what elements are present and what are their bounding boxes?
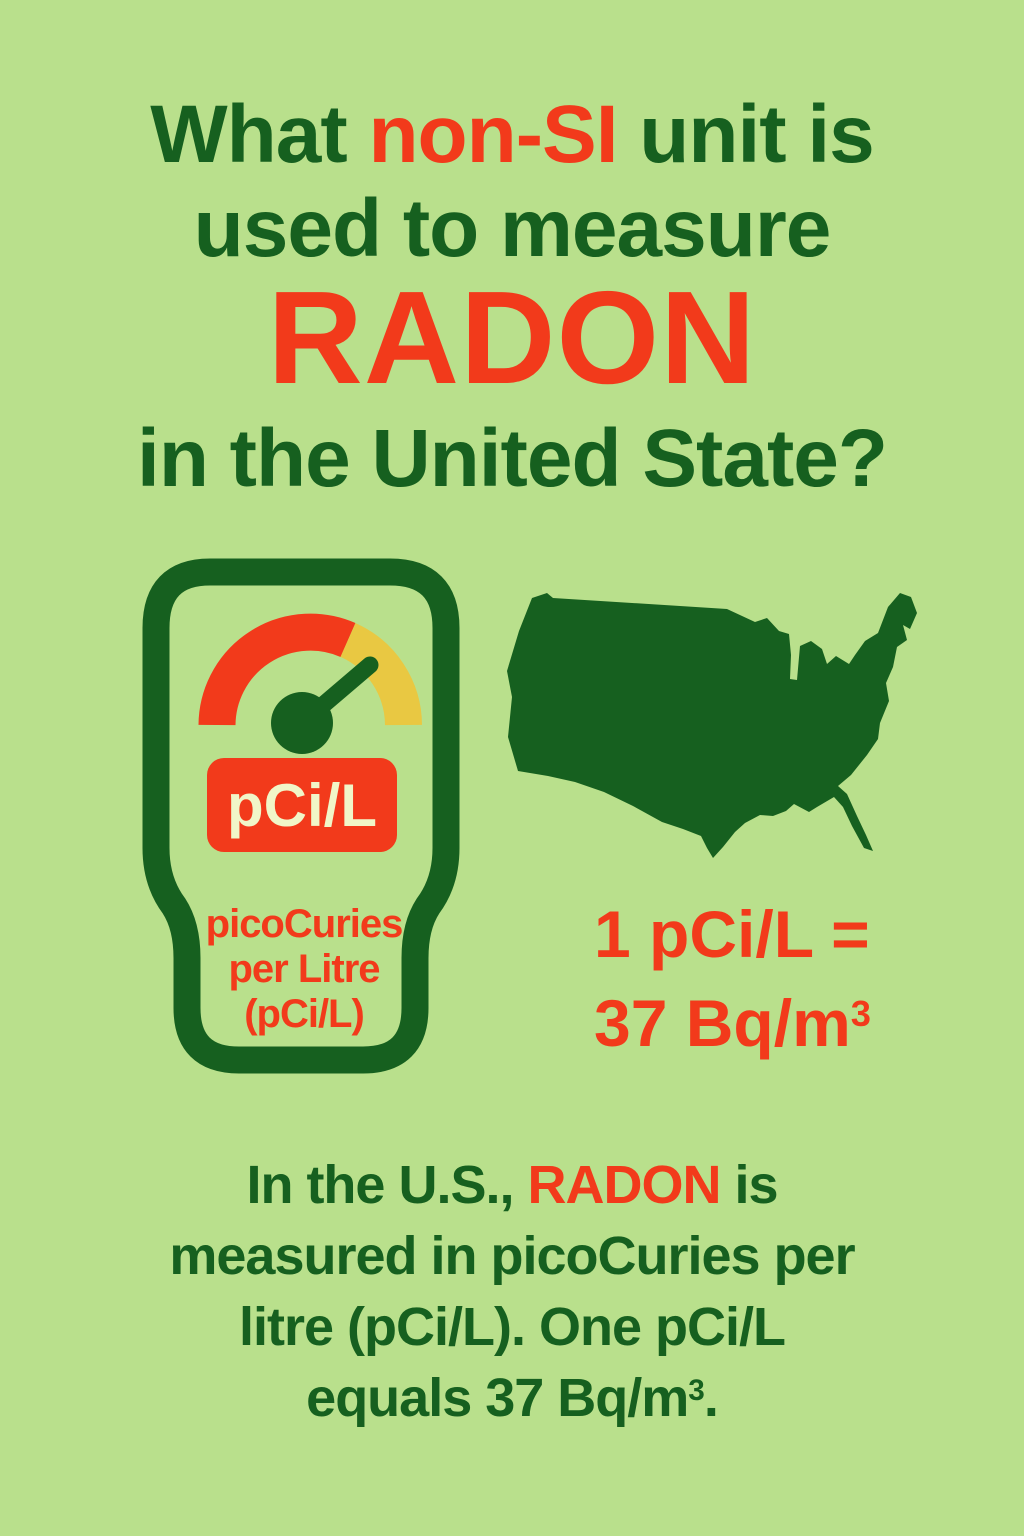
- title-line-1: What non-SI unit is: [0, 94, 1024, 176]
- footer-line-1-pre: In the U.S.,: [246, 1155, 528, 1215]
- usa-map-silhouette: [507, 593, 917, 858]
- footer-paragraph: In the U.S., RADON is measured in picoCu…: [0, 1150, 1024, 1442]
- detector-caption: picoCuries per Litre (pCi/L): [174, 902, 434, 1037]
- footer-line-3: litre (pCi/L). One pCi/L: [239, 1297, 786, 1357]
- footer-line-4-exponent: 3: [688, 1373, 704, 1407]
- gauge-yellow-arc: [339, 623, 422, 726]
- footer-line-1: In the U.S., RADON is: [0, 1150, 1024, 1221]
- conversion-equation: 1 pCi/L = 37 Bq/m3: [594, 890, 871, 1078]
- conversion-line-2-base: 37 Bq/m: [594, 986, 851, 1060]
- title-line-2: used to measure: [193, 183, 832, 274]
- title-line-1-highlight: non-SI: [368, 89, 618, 180]
- footer-line-4-period: .: [703, 1368, 719, 1428]
- unit-label-badge: [207, 758, 397, 852]
- detector-caption-line-1: picoCuries: [205, 902, 404, 946]
- footer-line-1-post: is: [720, 1155, 778, 1215]
- conversion-line-2: 37 Bq/m3: [594, 979, 871, 1078]
- title-line-1-pre: What: [150, 89, 369, 180]
- footer-line-2: measured in picoCuries per: [169, 1226, 855, 1286]
- gauge-red-arc: [198, 613, 356, 726]
- usa-map-icon: [507, 593, 917, 858]
- radon-detector-icon: pCi/L: [142, 558, 460, 1074]
- detector-caption-line-3: (pCi/L): [244, 992, 365, 1036]
- conversion-line-1: 1 pCi/L =: [594, 897, 870, 971]
- conversion-exponent: 3: [850, 993, 871, 1035]
- footer-line-1-highlight: RADON: [527, 1155, 721, 1215]
- footer-line-4: equals 37 Bq/m3.: [0, 1363, 1024, 1442]
- footer-line-4-base: equals 37 Bq/m: [306, 1368, 689, 1428]
- title-line-4: in the United State?: [137, 413, 888, 504]
- title-line-1-post: unit is: [617, 89, 874, 180]
- title-radon: RADON: [267, 264, 757, 411]
- unit-label-text: pCi/L: [227, 772, 377, 839]
- gauge-needle-pivot: [271, 692, 333, 754]
- detector-body-outline: [142, 558, 460, 1074]
- detector-caption-line-2: per Litre: [228, 947, 380, 991]
